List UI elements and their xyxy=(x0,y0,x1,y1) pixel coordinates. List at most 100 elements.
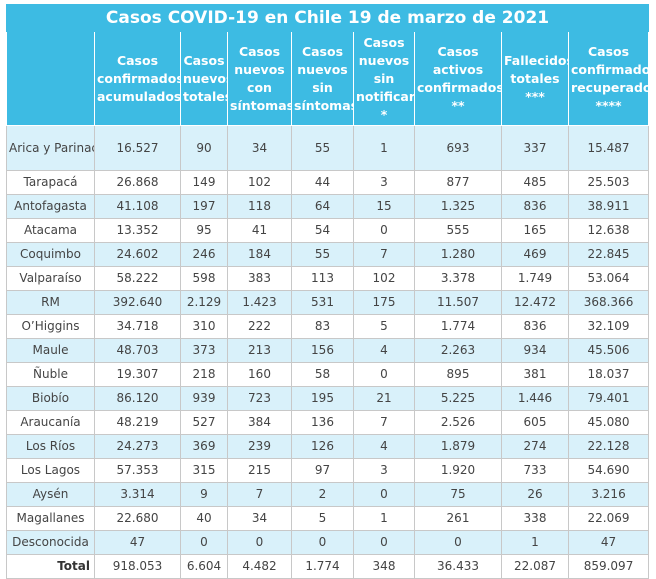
value-cell: 3.216 xyxy=(567,482,650,507)
value-cell: 12.472 xyxy=(501,290,569,315)
header-line: confirmados xyxy=(417,79,502,95)
value-cell: 7 xyxy=(353,242,415,267)
header-fallecidos-totales: Fallecidos totales *** xyxy=(501,31,569,126)
value-cell: 175 xyxy=(353,290,415,315)
value-cell: 197 xyxy=(180,194,228,219)
header-casos-nuevos-con-sintomas: Casos nuevos con síntomas xyxy=(227,31,292,126)
header-line: totales xyxy=(183,88,228,104)
value-cell: 16.527 xyxy=(94,125,181,171)
value-cell: 1.446 xyxy=(501,386,569,411)
value-cell: 136 xyxy=(291,410,354,435)
table-row: O’Higgins 34.718 310 222 83 5 1.774 836 32.109 xyxy=(6,314,650,339)
header-line: * xyxy=(380,106,388,122)
table-row: Magallanes 22.680 40 34 5 1 261 338 22.069 xyxy=(6,506,650,531)
value-cell: 126 xyxy=(291,434,354,459)
value-cell: 3 xyxy=(353,458,415,483)
value-cell: 274 xyxy=(501,434,569,459)
header-line: **** xyxy=(595,97,622,113)
value-cell: 5 xyxy=(353,314,415,339)
value-cell: 836 xyxy=(501,194,569,219)
value-cell: 0 xyxy=(291,530,354,555)
value-cell: 877 xyxy=(414,170,502,195)
value-cell: 836 xyxy=(501,314,569,339)
region-cell: Ñuble xyxy=(6,362,95,387)
table-row: Araucanía 48.219 527 384 136 7 2.526 605 45.080 xyxy=(6,410,650,435)
column-header-row: Casos confirmados acumulados Casos nuevos tot… xyxy=(6,31,650,126)
value-cell: 381 xyxy=(501,362,569,387)
header-line: nuevos xyxy=(234,61,285,77)
total-value-cell: 1.774 xyxy=(291,554,354,579)
value-cell: 22.680 xyxy=(94,506,181,531)
value-cell: 149 xyxy=(180,170,228,195)
table-row: Valparaíso 58.222 598 383 113 102 3.378 1.749 53… xyxy=(6,266,650,291)
value-cell: 47 xyxy=(94,530,181,555)
header-line: totales xyxy=(510,70,560,86)
value-cell: 5.225 xyxy=(414,386,502,411)
value-cell: 218 xyxy=(180,362,228,387)
value-cell: 939 xyxy=(180,386,228,411)
value-cell: 113 xyxy=(291,266,354,291)
header-line: Fallecidos xyxy=(504,52,569,68)
value-cell: 555 xyxy=(414,218,502,243)
value-cell: 24.273 xyxy=(94,434,181,459)
region-column-header xyxy=(6,31,95,126)
table-row: Atacama 13.352 95 41 54 0 555 165 12.638 xyxy=(6,218,650,243)
value-cell: 21 xyxy=(353,386,415,411)
value-cell: 384 xyxy=(227,410,292,435)
value-cell: 1.325 xyxy=(414,194,502,219)
value-cell: 90 xyxy=(180,125,228,171)
header-casos-activos-confirmados: Casos activos confirmados ** xyxy=(414,31,502,126)
value-cell: 12.638 xyxy=(567,218,650,243)
header-casos-nuevos-totales: Casos nuevos totales xyxy=(180,31,228,126)
value-cell: 261 xyxy=(414,506,502,531)
value-cell: 58.222 xyxy=(94,266,181,291)
header-line: acumulados xyxy=(97,88,181,104)
region-cell: O’Higgins xyxy=(6,314,95,339)
value-cell: 5 xyxy=(291,506,354,531)
value-cell: 3.314 xyxy=(94,482,181,507)
header-line: sin xyxy=(373,70,395,86)
value-cell: 0 xyxy=(353,530,415,555)
total-value-cell: 36.433 xyxy=(414,554,502,579)
value-cell: 7 xyxy=(227,482,292,507)
table-row: RM 392.640 2.129 1.423 531 175 11.507 12.472 368… xyxy=(6,290,650,315)
value-cell: 22.845 xyxy=(567,242,650,267)
value-cell: 25.503 xyxy=(567,170,650,195)
value-cell: 41 xyxy=(227,218,292,243)
region-cell: Desconocida xyxy=(6,530,95,555)
value-cell: 4 xyxy=(353,434,415,459)
value-cell: 15 xyxy=(353,194,415,219)
value-cell: 54 xyxy=(291,218,354,243)
header-line: nuevos xyxy=(297,61,348,77)
header-line: notificar xyxy=(356,88,415,104)
region-cell: RM xyxy=(6,290,95,315)
header-line: nuevos xyxy=(183,70,227,86)
value-cell: 2.129 xyxy=(180,290,228,315)
total-value-cell: 4.482 xyxy=(227,554,292,579)
value-cell: 527 xyxy=(180,410,228,435)
value-cell: 2.263 xyxy=(414,338,502,363)
value-cell: 310 xyxy=(180,314,228,339)
value-cell: 45.080 xyxy=(567,410,650,435)
value-cell: 55 xyxy=(291,125,354,171)
value-cell: 32.109 xyxy=(567,314,650,339)
header-line: ** xyxy=(451,97,465,113)
total-value-cell: 348 xyxy=(353,554,415,579)
value-cell: 693 xyxy=(414,125,502,171)
value-cell: 0 xyxy=(414,530,502,555)
value-cell: 34 xyxy=(227,506,292,531)
value-cell: 165 xyxy=(501,218,569,243)
value-cell: 83 xyxy=(291,314,354,339)
value-cell: 55 xyxy=(291,242,354,267)
value-cell: 1 xyxy=(353,125,415,171)
region-cell: Biobío xyxy=(6,386,95,411)
value-cell: 22.069 xyxy=(567,506,650,531)
header-line: Casos xyxy=(301,43,344,59)
value-cell: 160 xyxy=(227,362,292,387)
table-body: Arica y Parinacota16.527903455169333715.… xyxy=(6,125,650,579)
header-line: Casos xyxy=(587,43,630,59)
value-cell: 2.526 xyxy=(414,410,502,435)
header-line: sin xyxy=(312,79,333,95)
value-cell: 1.280 xyxy=(414,242,502,267)
total-value-cell: 918.053 xyxy=(94,554,181,579)
